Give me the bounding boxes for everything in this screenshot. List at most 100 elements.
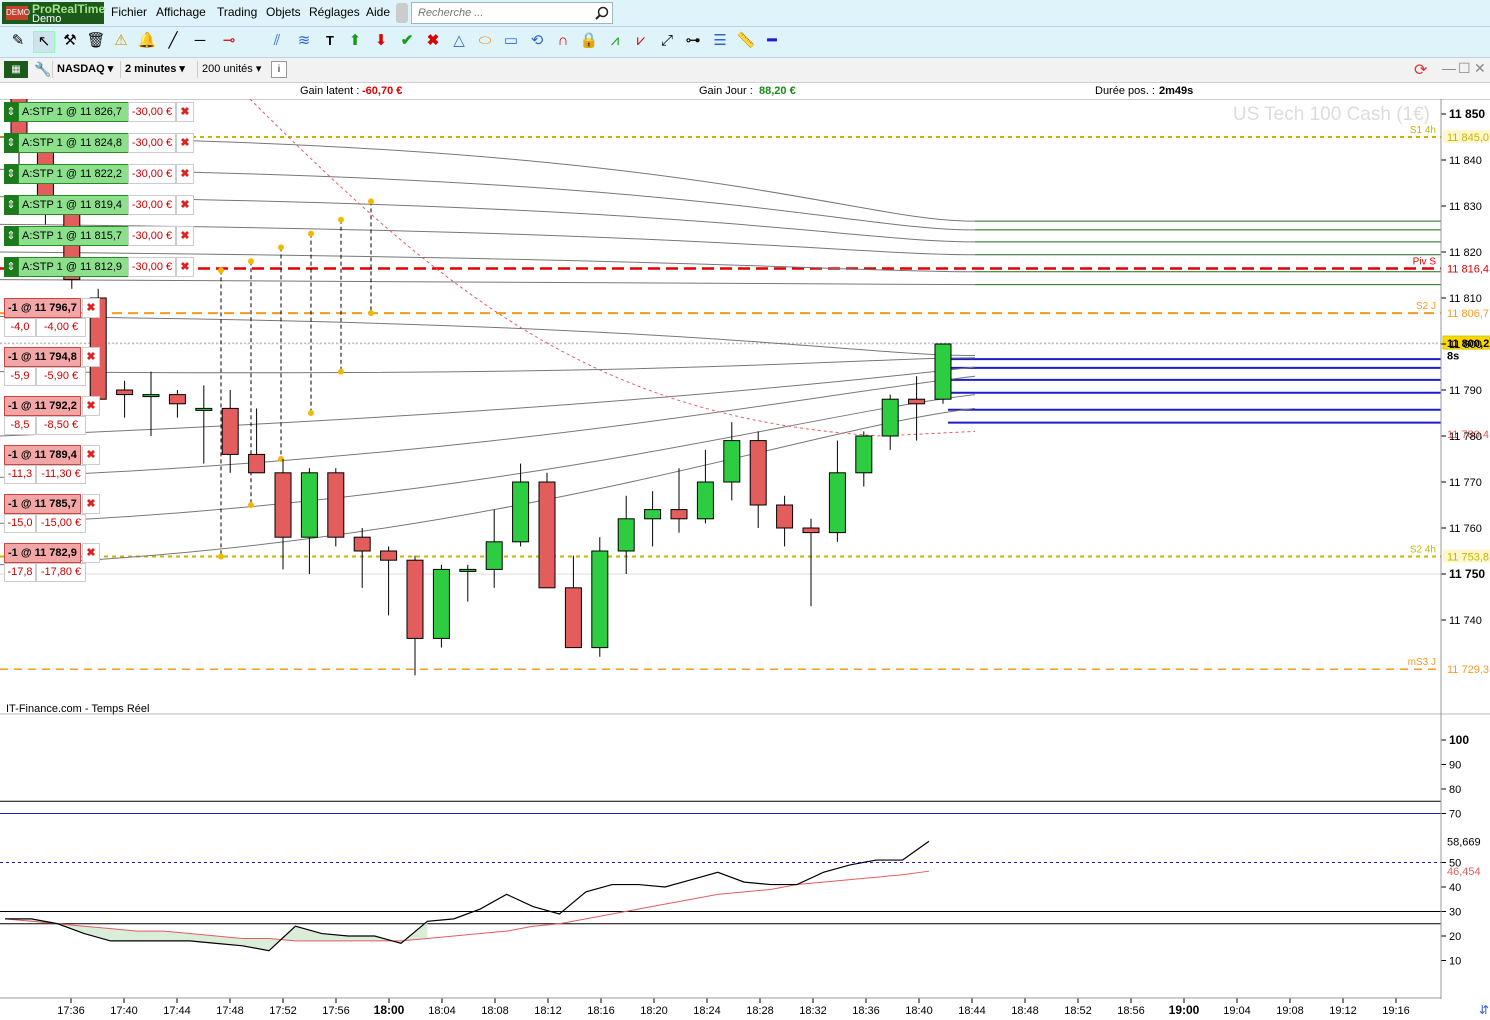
- cancel-order-icon[interactable]: ✖: [176, 226, 194, 246]
- units-dropdown[interactable]: 200 unités ▾: [197, 61, 265, 78]
- drag-handle-icon[interactable]: ⇕: [4, 102, 18, 122]
- measure-icon[interactable]: ⤢: [660, 32, 673, 49]
- candle[interactable]: [934, 343, 952, 404]
- horizontal-line-icon[interactable]: ─: [194, 32, 206, 49]
- drag-handle-icon[interactable]: ⇕: [4, 195, 18, 215]
- candle[interactable]: [881, 394, 899, 450]
- candle[interactable]: [776, 495, 794, 547]
- candle[interactable]: [459, 564, 477, 602]
- levels-icon[interactable]: ☰: [713, 32, 727, 49]
- pointer-icon[interactable]: ↖: [33, 31, 55, 53]
- cancel-order-icon[interactable]: ✖: [176, 133, 194, 153]
- drag-handle-icon[interactable]: ⇕: [4, 133, 18, 153]
- open-position[interactable]: -1 @ 11 782,9 ✖ -17,8 -17,80 €: [4, 543, 100, 583]
- candle[interactable]: [802, 518, 820, 607]
- candle[interactable]: [591, 537, 609, 657]
- stop-order[interactable]: ⇕ A:STP 1 @ 11 822,2 -30,00 € ✖: [4, 164, 194, 184]
- candle[interactable]: [512, 463, 530, 547]
- open-position[interactable]: -1 @ 11 789,4 ✖ -11,3 -11,30 €: [4, 445, 100, 485]
- wrench-icon[interactable]: 🔧: [34, 61, 52, 77]
- menu-objets[interactable]: Objets: [266, 5, 301, 19]
- close-icon[interactable]: ✕: [1474, 60, 1486, 76]
- candle[interactable]: [564, 555, 582, 649]
- close-position-icon[interactable]: ✖: [82, 543, 100, 563]
- stop-order[interactable]: ⇕ A:STP 1 @ 11 826,7 -30,00 € ✖: [4, 102, 194, 122]
- candle[interactable]: [538, 472, 556, 589]
- candle[interactable]: [353, 528, 371, 588]
- candle[interactable]: [327, 468, 345, 547]
- candle[interactable]: [617, 495, 635, 574]
- line-icon[interactable]: ╱: [168, 32, 178, 49]
- cancel-order-icon[interactable]: ✖: [176, 102, 194, 122]
- menu-fichier[interactable]: Fichier: [111, 5, 148, 19]
- fibonacci-icon[interactable]: ≋: [297, 32, 311, 49]
- lock-icon[interactable]: 🔒: [579, 32, 599, 49]
- alert-icon[interactable]: ⚠: [114, 32, 128, 49]
- close-position-icon[interactable]: ✖: [82, 396, 100, 416]
- ruler-icon[interactable]: 📏: [736, 32, 756, 49]
- candle[interactable]: [380, 546, 398, 616]
- triangle-icon[interactable]: △: [453, 32, 465, 49]
- stop-order[interactable]: ⇕ A:STP 1 @ 11 819,4 -30,00 € ✖: [4, 195, 194, 215]
- channel-icon[interactable]: ⫽: [273, 32, 281, 49]
- close-position-icon[interactable]: ✖: [82, 445, 100, 465]
- search-input[interactable]: [416, 3, 590, 23]
- stop-order[interactable]: ⇕ A:STP 1 @ 11 815,7 -30,00 € ✖: [4, 226, 194, 246]
- open-position[interactable]: -1 @ 11 785,7 ✖ -15,0 -15,00 €: [4, 494, 100, 534]
- timeframe-dropdown[interactable]: 2 minutes ▾: [120, 61, 189, 78]
- open-position[interactable]: -1 @ 11 796,7 ✖ -4,0 -4,00 €: [4, 298, 100, 338]
- scroll-icon[interactable]: ⇵: [1479, 1003, 1489, 1017]
- search-icon[interactable]: [595, 6, 609, 20]
- instrument-dropdown[interactable]: NASDAQ ▾: [52, 61, 117, 78]
- open-position[interactable]: -1 @ 11 792,2 ✖ -8,5 -8,50 €: [4, 396, 100, 436]
- candle[interactable]: [300, 468, 318, 574]
- stop-order[interactable]: ⇕ A:STP 1 @ 11 812,9 -30,00 € ✖: [4, 257, 194, 277]
- candle[interactable]: [696, 449, 714, 524]
- candle[interactable]: [432, 564, 450, 648]
- menu-trading[interactable]: Trading: [217, 5, 258, 19]
- cancel-order-icon[interactable]: ✖: [176, 164, 194, 184]
- menu-affichage[interactable]: Affichage: [156, 5, 206, 19]
- candle[interactable]: [670, 468, 688, 533]
- candle[interactable]: [116, 380, 134, 418]
- price-chart[interactable]: US Tech 100 Cash (1€) S1 4h 11 845,0 Piv S…: [0, 99, 1490, 1020]
- bell-icon[interactable]: 🔔: [137, 32, 157, 49]
- candle[interactable]: [644, 491, 662, 547]
- arc-icon[interactable]: ⟲: [530, 32, 544, 49]
- cross-icon[interactable]: ✖: [426, 32, 440, 49]
- rectangle-icon[interactable]: ▭: [503, 32, 519, 49]
- ellipse-icon[interactable]: ⬭: [478, 32, 492, 49]
- magnet-icon[interactable]: ∩: [557, 32, 569, 49]
- cancel-order-icon[interactable]: ✖: [176, 195, 194, 215]
- candle[interactable]: [855, 431, 873, 487]
- stop-order[interactable]: ⇕ A:STP 1 @ 11 824,8 -30,00 € ✖: [4, 133, 194, 153]
- segment-icon[interactable]: ⊶: [685, 32, 701, 49]
- sync-icon[interactable]: ⟳: [1414, 62, 1428, 79]
- candle[interactable]: [723, 422, 741, 501]
- candle[interactable]: [406, 555, 424, 676]
- wave-icon[interactable]: ⩗: [636, 32, 646, 49]
- close-position-icon[interactable]: ✖: [82, 347, 100, 367]
- pencil-icon[interactable]: ✎: [11, 32, 25, 49]
- candle[interactable]: [749, 431, 767, 528]
- maximize-icon[interactable]: ☐: [1458, 60, 1471, 76]
- candle[interactable]: [221, 390, 239, 473]
- close-position-icon[interactable]: ✖: [82, 494, 100, 514]
- candle[interactable]: [248, 408, 266, 474]
- menu-aide[interactable]: Aide: [366, 5, 391, 19]
- ray-icon[interactable]: ⊸: [222, 32, 236, 49]
- candle[interactable]: [274, 459, 292, 570]
- drag-handle-icon[interactable]: ⇕: [4, 226, 18, 246]
- cancel-order-icon[interactable]: ✖: [176, 257, 194, 277]
- check-icon[interactable]: ✔: [400, 32, 414, 49]
- candle[interactable]: [908, 376, 926, 441]
- candle[interactable]: [195, 385, 213, 464]
- drag-handle-icon[interactable]: ⇕: [4, 164, 18, 184]
- text-icon[interactable]: T: [326, 33, 334, 48]
- tools-icon[interactable]: ⚒: [63, 32, 77, 49]
- candle[interactable]: [828, 440, 846, 542]
- chart-icon[interactable]: ▦: [4, 61, 28, 78]
- candle[interactable]: [142, 371, 160, 436]
- candle[interactable]: [168, 390, 186, 418]
- sell-arrow-icon[interactable]: ⬇: [374, 32, 388, 49]
